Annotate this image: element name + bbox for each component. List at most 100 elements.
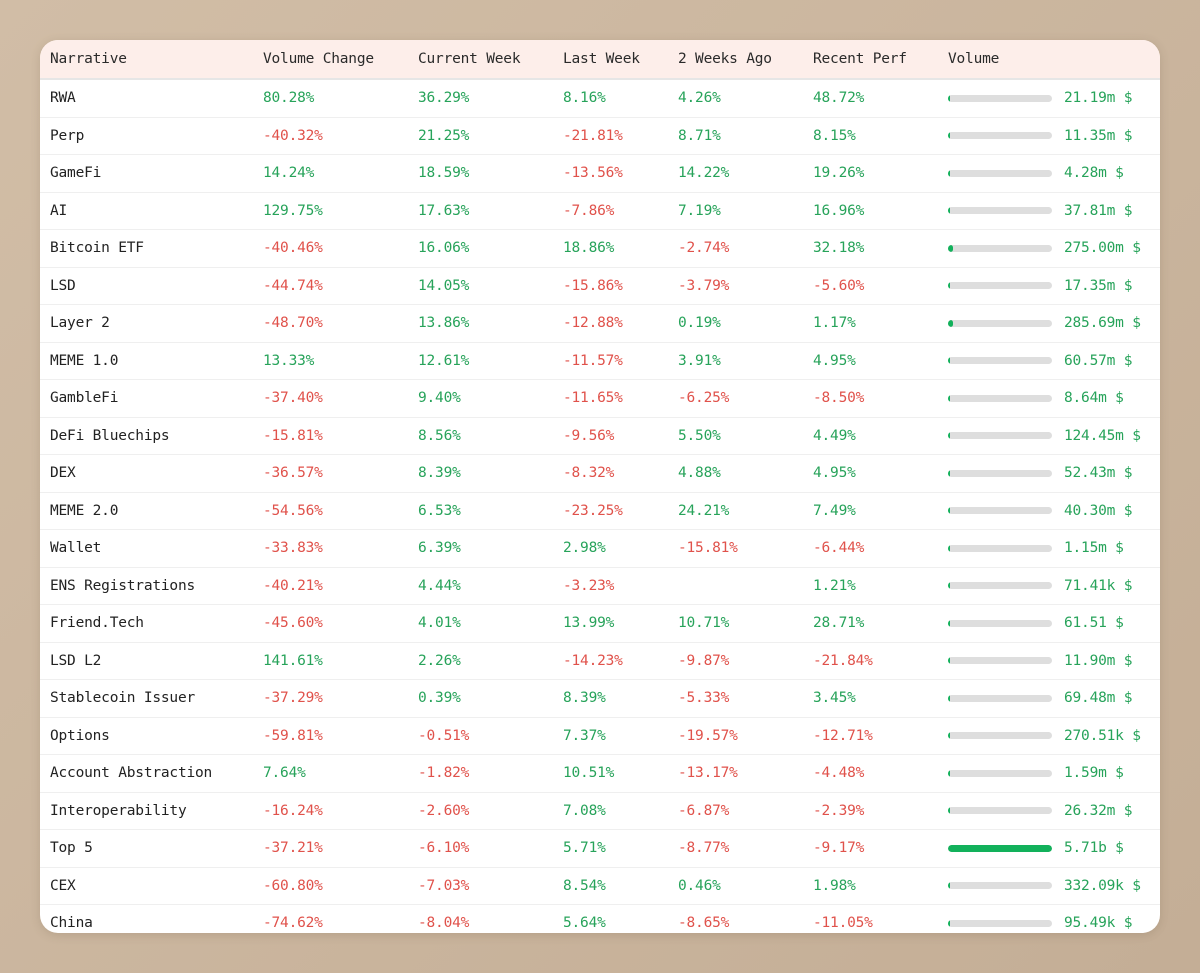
- two-weeks-ago-cell: -2.74%: [678, 229, 813, 268]
- volume-bar-fill: [948, 507, 950, 515]
- narrative-cell: LSD L2: [40, 642, 263, 680]
- volume-cell: 270.51k $: [948, 717, 1160, 755]
- volume-cell: 285.69m $: [948, 304, 1160, 343]
- current-week-cell: 4.01%: [418, 604, 563, 643]
- volume-bar-fill: [948, 619, 950, 627]
- recent-perf-cell: 8.15%: [813, 117, 948, 155]
- narrative-cell: RWA: [40, 79, 263, 118]
- two-weeks-ago-cell: 3.91%: [678, 342, 813, 380]
- table-row[interactable]: Layer 2 -48.70% 13.86% -12.88% 0.19% 1.17% 285…: [40, 304, 1160, 343]
- current-week-cell: 12.61%: [418, 342, 563, 380]
- recent-perf-cell: -5.60%: [813, 267, 948, 305]
- current-week-cell: 6.39%: [418, 529, 563, 568]
- volume-bar-fill: [948, 469, 950, 477]
- table-row[interactable]: CEX -60.80% -7.03% 8.54% 0.46% 1.98% 332.09k $: [40, 867, 1160, 905]
- volume-label: 37.81m $: [1064, 202, 1133, 219]
- two-weeks-ago-cell: 0.46%: [678, 867, 813, 905]
- column-header-narrative[interactable]: Narrative: [40, 40, 263, 80]
- last-week-cell: -8.32%: [563, 454, 678, 493]
- table-row[interactable]: MEME 2.0 -54.56% 6.53% -23.25% 24.21% 7.49% 40…: [40, 492, 1160, 530]
- volume-bar-fill: [948, 657, 950, 665]
- volume-label: 17.35m $: [1064, 277, 1133, 294]
- volume-bar: [948, 282, 1052, 290]
- recent-perf-cell: 19.26%: [813, 154, 948, 193]
- column-header-two-weeks-ago[interactable]: 2 Weeks Ago: [678, 40, 813, 80]
- volume-bar: [948, 919, 1052, 927]
- volume-bar: [948, 132, 1052, 140]
- table-row[interactable]: GameFi 14.24% 18.59% -13.56% 14.22% 19.26% 4.2…: [40, 154, 1160, 193]
- table-body: RWA 80.28% 36.29% 8.16% 4.26% 48.72% 21.19m $ P…: [40, 79, 1160, 933]
- table-row[interactable]: Bitcoin ETF -40.46% 16.06% 18.86% -2.74% 32.1…: [40, 229, 1160, 268]
- table-row[interactable]: ENS Registrations -40.21% 4.44% -3.23% 1.21%…: [40, 567, 1160, 605]
- table-row[interactable]: Stablecoin Issuer -37.29% 0.39% 8.39% -5.33%…: [40, 679, 1160, 718]
- two-weeks-ago-cell: 10.71%: [678, 604, 813, 643]
- table-row[interactable]: LSD -44.74% 14.05% -15.86% -3.79% -5.60% 17.35…: [40, 267, 1160, 305]
- column-header-recent-perf[interactable]: Recent Perf: [813, 40, 948, 80]
- narrative-cell: Wallet: [40, 529, 263, 568]
- volume-bar-fill: [948, 357, 950, 365]
- narrative-cell: ENS Registrations: [40, 567, 263, 605]
- volume-bar-fill: [948, 732, 950, 740]
- table-row[interactable]: Wallet -33.83% 6.39% 2.98% -15.81% -6.44% 1.15…: [40, 529, 1160, 568]
- table-row[interactable]: China -74.62% -8.04% 5.64% -8.65% -11.05% 95.4…: [40, 904, 1160, 933]
- last-week-cell: -21.81%: [563, 117, 678, 155]
- volume-change-cell: -59.81%: [263, 717, 418, 755]
- volume-change-cell: -33.83%: [263, 529, 418, 568]
- column-header-last-week[interactable]: Last Week: [563, 40, 678, 80]
- volume-bar-fill: [948, 169, 950, 177]
- narrative-cell: Account Abstraction: [40, 754, 263, 793]
- volume-bar: [948, 882, 1052, 890]
- last-week-cell: -11.57%: [563, 342, 678, 380]
- column-header-volume[interactable]: Volume: [948, 40, 1160, 80]
- table-row[interactable]: Perp -40.32% 21.25% -21.81% 8.71% 8.15% 11.35m…: [40, 117, 1160, 155]
- volume-bar: [948, 694, 1052, 702]
- column-header-volume-change[interactable]: Volume Change: [263, 40, 418, 80]
- two-weeks-ago-cell: 8.71%: [678, 117, 813, 155]
- volume-change-cell: -48.70%: [263, 304, 418, 343]
- recent-perf-cell: 4.95%: [813, 342, 948, 380]
- table-row[interactable]: Account Abstraction 7.64% -1.82% 10.51% -13.…: [40, 754, 1160, 793]
- table-row[interactable]: Interoperability -16.24% -2.60% 7.08% -6.87%…: [40, 792, 1160, 830]
- table-row[interactable]: Options -59.81% -0.51% 7.37% -19.57% -12.71% 2…: [40, 717, 1160, 755]
- volume-bar: [948, 544, 1052, 552]
- last-week-cell: 8.16%: [563, 79, 678, 118]
- table-row[interactable]: DeFi Bluechips -15.81% 8.56% -9.56% 5.50% 4.4…: [40, 417, 1160, 455]
- volume-cell: 4.28m $: [948, 154, 1160, 193]
- two-weeks-ago-cell: -6.87%: [678, 792, 813, 830]
- table-row[interactable]: DEX -36.57% 8.39% -8.32% 4.88% 4.95% 52.43m $: [40, 454, 1160, 493]
- volume-bar-fill: [948, 919, 950, 927]
- narrative-cell: Top 5: [40, 829, 263, 868]
- volume-cell: 8.64m $: [948, 379, 1160, 418]
- two-weeks-ago-cell: -15.81%: [678, 529, 813, 568]
- narrative-cell: GambleFi: [40, 379, 263, 418]
- table-row[interactable]: RWA 80.28% 36.29% 8.16% 4.26% 48.72% 21.19m $: [40, 79, 1160, 118]
- volume-bar: [948, 844, 1052, 852]
- table-row[interactable]: Friend.Tech -45.60% 4.01% 13.99% 10.71% 28.71…: [40, 604, 1160, 643]
- volume-bar: [948, 769, 1052, 777]
- current-week-cell: 21.25%: [418, 117, 563, 155]
- narrative-cell: Bitcoin ETF: [40, 229, 263, 268]
- volume-label: 60.57m $: [1064, 352, 1133, 369]
- last-week-cell: 13.99%: [563, 604, 678, 643]
- volume-change-cell: -36.57%: [263, 454, 418, 493]
- table-row[interactable]: LSD L2 141.61% 2.26% -14.23% -9.87% -21.84% 11…: [40, 642, 1160, 680]
- table-row[interactable]: AI 129.75% 17.63% -7.86% 7.19% 16.96% 37.81m $: [40, 192, 1160, 230]
- last-week-cell: 7.37%: [563, 717, 678, 755]
- table-row[interactable]: MEME 1.0 13.33% 12.61% -11.57% 3.91% 4.95% 60.…: [40, 342, 1160, 380]
- last-week-cell: -7.86%: [563, 192, 678, 230]
- volume-change-cell: -40.46%: [263, 229, 418, 268]
- volume-bar: [948, 319, 1052, 327]
- table-row[interactable]: GambleFi -37.40% 9.40% -11.65% -6.25% -8.50% 8…: [40, 379, 1160, 418]
- column-header-current-week[interactable]: Current Week: [418, 40, 563, 80]
- current-week-cell: 16.06%: [418, 229, 563, 268]
- two-weeks-ago-cell: 4.88%: [678, 454, 813, 493]
- volume-label: 8.64m $: [1064, 390, 1124, 407]
- narrative-cell: MEME 1.0: [40, 342, 263, 380]
- table-row[interactable]: Top 5 -37.21% -6.10% 5.71% -8.77% -9.17% 5.71b…: [40, 829, 1160, 868]
- volume-bar: [948, 394, 1052, 402]
- recent-perf-cell: 48.72%: [813, 79, 948, 118]
- volume-bar: [948, 732, 1052, 740]
- volume-cell: 332.09k $: [948, 867, 1160, 905]
- narratives-table-card: Narrative Volume Change Current Week Las…: [40, 40, 1160, 933]
- volume-label: 52.43m $: [1064, 465, 1133, 482]
